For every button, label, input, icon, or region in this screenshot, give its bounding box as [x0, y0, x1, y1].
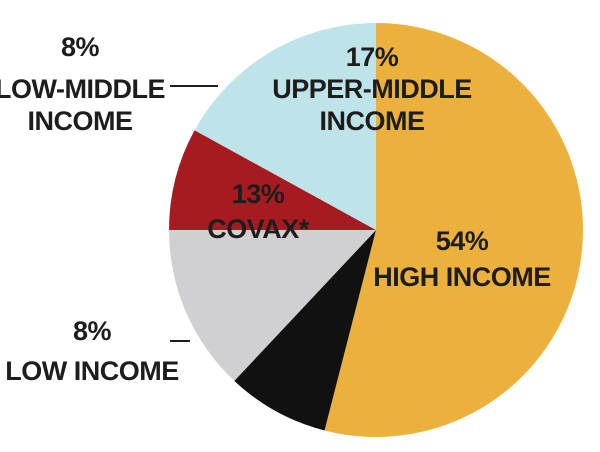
- high-income-percent: 54%: [436, 226, 489, 256]
- pie-slices: [169, 23, 583, 437]
- low-income-label: LOW INCOME: [5, 356, 178, 386]
- low-middle-percent: 8%: [61, 32, 100, 62]
- covax-percent: 13%: [232, 179, 285, 209]
- high-income-label: HIGH INCOME: [373, 262, 551, 292]
- low-middle-label-line1: LOW-MIDDLE: [0, 74, 165, 104]
- pie-slice-upper-middle-income: [194, 23, 376, 230]
- pie-slice-high-income: [324, 23, 583, 437]
- pie-slice-covax: [169, 230, 376, 381]
- covax-label: COVAX*: [207, 214, 310, 244]
- upper-middle-label-line1: UPPER-MIDDLE: [272, 74, 472, 104]
- pie-slice-low-middle-income: [169, 130, 376, 230]
- upper-middle-percent: 17%: [346, 42, 399, 72]
- upper-middle-label-line2: INCOME: [320, 106, 425, 136]
- low-income-percent: 8%: [73, 316, 112, 346]
- low-middle-label-line2: INCOME: [28, 106, 133, 136]
- pie-slice-low-income: [234, 230, 376, 431]
- leader-lines: [170, 85, 218, 342]
